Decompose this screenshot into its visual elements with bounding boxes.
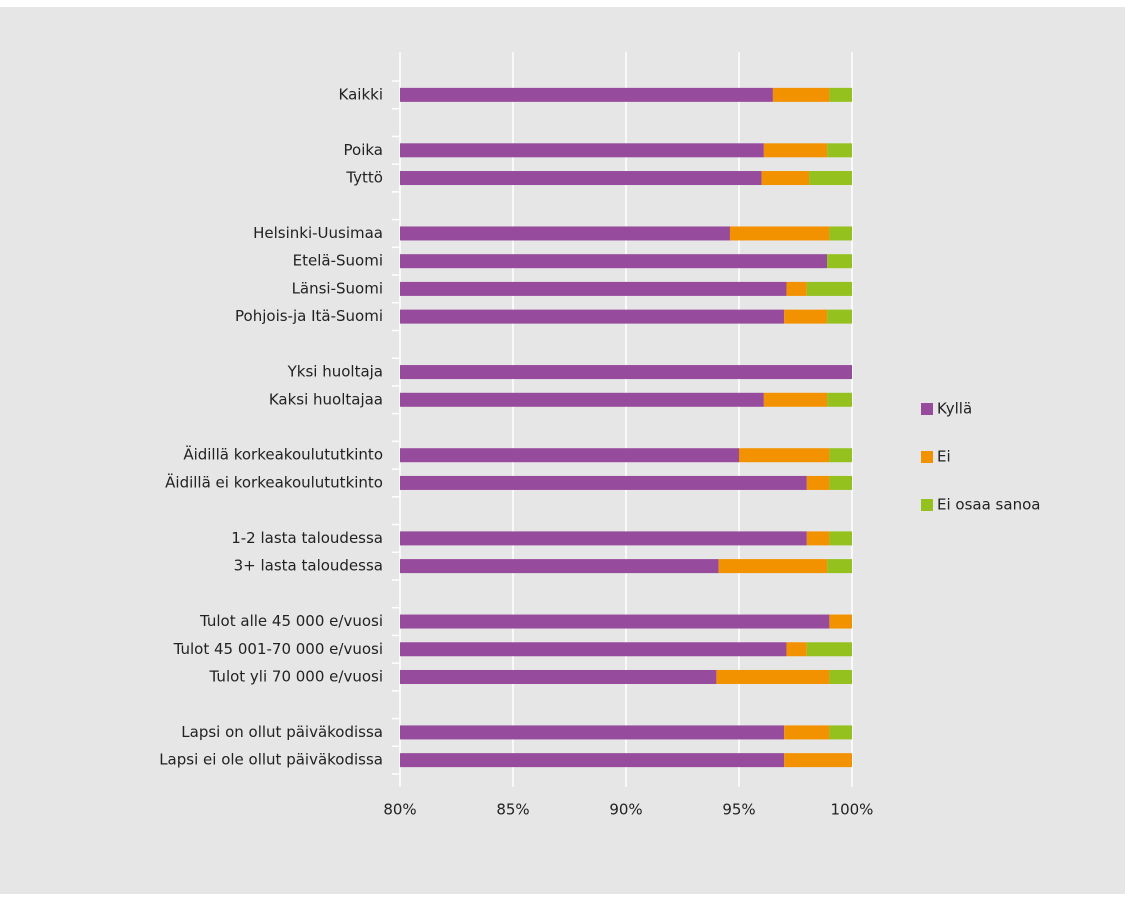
y-tick-label: Poika	[344, 141, 383, 159]
y-tick-label: Lapsi on ollut päiväkodissa	[181, 723, 383, 741]
x-tick-label: 80%	[383, 801, 416, 819]
bar-segment	[827, 254, 852, 269]
bar-segment	[400, 309, 785, 324]
legend-swatch	[921, 499, 933, 511]
bar-segment	[829, 475, 852, 490]
bar-segment	[729, 226, 830, 241]
bar-segment	[829, 669, 852, 684]
legend-label: Kyllä	[937, 400, 972, 418]
bar-segment	[400, 143, 764, 158]
x-tick-label: 100%	[831, 801, 874, 819]
bar-segment	[400, 254, 828, 269]
bar-segment	[809, 171, 852, 186]
legend-label: Ei	[937, 448, 951, 466]
bar-segment	[827, 309, 852, 324]
legend-swatch	[921, 451, 933, 463]
bar-segment	[784, 725, 830, 740]
y-tick-label: Pohjois-ja Itä-Suomi	[235, 307, 383, 325]
bar-segment	[739, 448, 830, 463]
bar-segment	[718, 559, 828, 574]
y-tick-label: 1-2 lasta taloudessa	[231, 529, 383, 547]
bar-segment	[400, 559, 719, 574]
bar-segment	[761, 171, 810, 186]
bar-segment	[829, 614, 852, 629]
bar-segment	[400, 365, 852, 380]
y-tick-label: Kaksi huoltajaa	[269, 390, 383, 408]
x-tick-label: 90%	[609, 801, 642, 819]
y-tick-label: Tulot yli 70 000 e/vuosi	[209, 667, 383, 685]
bar-segment	[716, 669, 830, 684]
bar-segment	[829, 531, 852, 546]
legend-label: Ei osaa sanoa	[937, 496, 1040, 514]
bar-segment	[400, 669, 717, 684]
y-tick-label: Äidillä korkeakoulututkinto	[183, 445, 383, 464]
x-tick-label: 85%	[496, 801, 529, 819]
y-tick-label: Tyttö	[345, 169, 383, 187]
y-tick-label: Tulot 45 001-70 000 e/vuosi	[173, 640, 383, 658]
legend-swatch	[921, 403, 933, 415]
bar-segment	[400, 392, 764, 407]
y-tick-label: Helsinki-Uusimaa	[253, 224, 383, 242]
y-tick-label: Länsi-Suomi	[292, 279, 383, 297]
bar-segment	[827, 559, 852, 574]
bar-segment	[400, 475, 807, 490]
y-tick-label: Yksi huoltaja	[287, 363, 383, 381]
y-tick-label: Lapsi ei ole ollut päiväkodissa	[159, 751, 383, 769]
bar-segment	[806, 642, 852, 657]
bar-segment	[400, 87, 773, 102]
bar-segment	[829, 725, 852, 740]
bar-segment	[806, 281, 852, 296]
bar-segment	[806, 531, 830, 546]
y-tick-label: 3+ lasta taloudessa	[234, 557, 383, 575]
bar-segment	[772, 87, 830, 102]
bar-segment	[806, 475, 830, 490]
bar-segment	[829, 448, 852, 463]
y-tick-label: Äidillä ei korkeakoulututkinto	[165, 472, 383, 491]
bar-segment	[400, 531, 807, 546]
bar-segment	[829, 87, 852, 102]
bar-segment	[784, 753, 852, 768]
bar-segment	[400, 171, 762, 186]
bar-segment	[786, 642, 807, 657]
y-tick-label: Etelä-Suomi	[293, 252, 383, 270]
bar-segment	[400, 753, 785, 768]
bar-segment	[400, 226, 730, 241]
bar-segment	[763, 392, 828, 407]
bar-segment	[400, 614, 830, 629]
bar-segment	[400, 642, 787, 657]
bar-segment	[400, 281, 787, 296]
bar-segment	[400, 725, 785, 740]
bar-segment	[763, 143, 828, 158]
bar-segment	[400, 448, 739, 463]
y-tick-label: Kaikki	[339, 85, 383, 103]
bar-segment	[786, 281, 807, 296]
bar-segment	[784, 309, 828, 324]
bar-segment	[827, 143, 852, 158]
y-tick-label: Tulot alle 45 000 e/vuosi	[199, 612, 383, 630]
x-tick-label: 95%	[722, 801, 755, 819]
bar-segment	[827, 392, 852, 407]
bar-segment	[829, 226, 852, 241]
